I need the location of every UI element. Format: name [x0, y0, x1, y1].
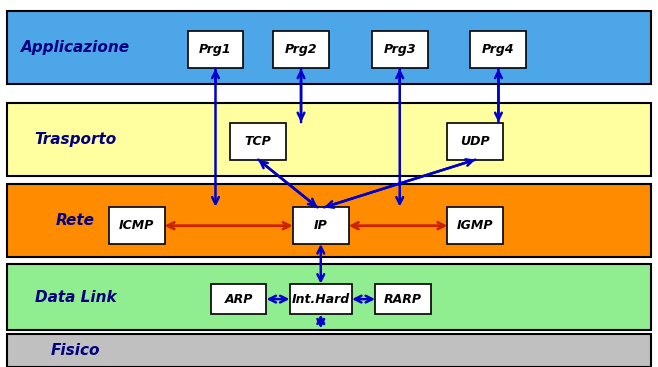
FancyBboxPatch shape	[372, 31, 428, 68]
Text: UDP: UDP	[461, 135, 490, 148]
Text: Rete: Rete	[56, 213, 95, 228]
FancyBboxPatch shape	[375, 284, 431, 314]
Text: ICMP: ICMP	[119, 219, 154, 232]
Text: Prg3: Prg3	[384, 43, 416, 56]
FancyBboxPatch shape	[273, 31, 329, 68]
Text: ARP: ARP	[224, 292, 253, 306]
Text: RARP: RARP	[384, 292, 422, 306]
Text: IGMP: IGMP	[457, 219, 494, 232]
FancyBboxPatch shape	[7, 103, 651, 176]
Text: Trasporto: Trasporto	[35, 132, 117, 147]
FancyBboxPatch shape	[109, 207, 164, 244]
FancyBboxPatch shape	[290, 284, 352, 314]
FancyBboxPatch shape	[7, 334, 651, 367]
FancyBboxPatch shape	[211, 284, 266, 314]
FancyBboxPatch shape	[188, 31, 243, 68]
FancyBboxPatch shape	[7, 11, 651, 84]
Text: IP: IP	[314, 219, 328, 232]
FancyBboxPatch shape	[447, 207, 503, 244]
FancyBboxPatch shape	[7, 184, 651, 257]
Text: Applicazione: Applicazione	[21, 40, 130, 55]
Text: Int.Hard: Int.Hard	[291, 292, 350, 306]
FancyBboxPatch shape	[447, 123, 503, 160]
Text: TCP: TCP	[245, 135, 272, 148]
FancyBboxPatch shape	[293, 207, 349, 244]
Text: Prg2: Prg2	[285, 43, 317, 56]
Text: Data Link: Data Link	[35, 290, 116, 305]
Text: Prg4: Prg4	[482, 43, 515, 56]
Text: Prg1: Prg1	[199, 43, 232, 56]
Text: Fisico: Fisico	[51, 343, 101, 358]
FancyBboxPatch shape	[470, 31, 526, 68]
FancyBboxPatch shape	[7, 264, 651, 330]
FancyBboxPatch shape	[230, 123, 286, 160]
